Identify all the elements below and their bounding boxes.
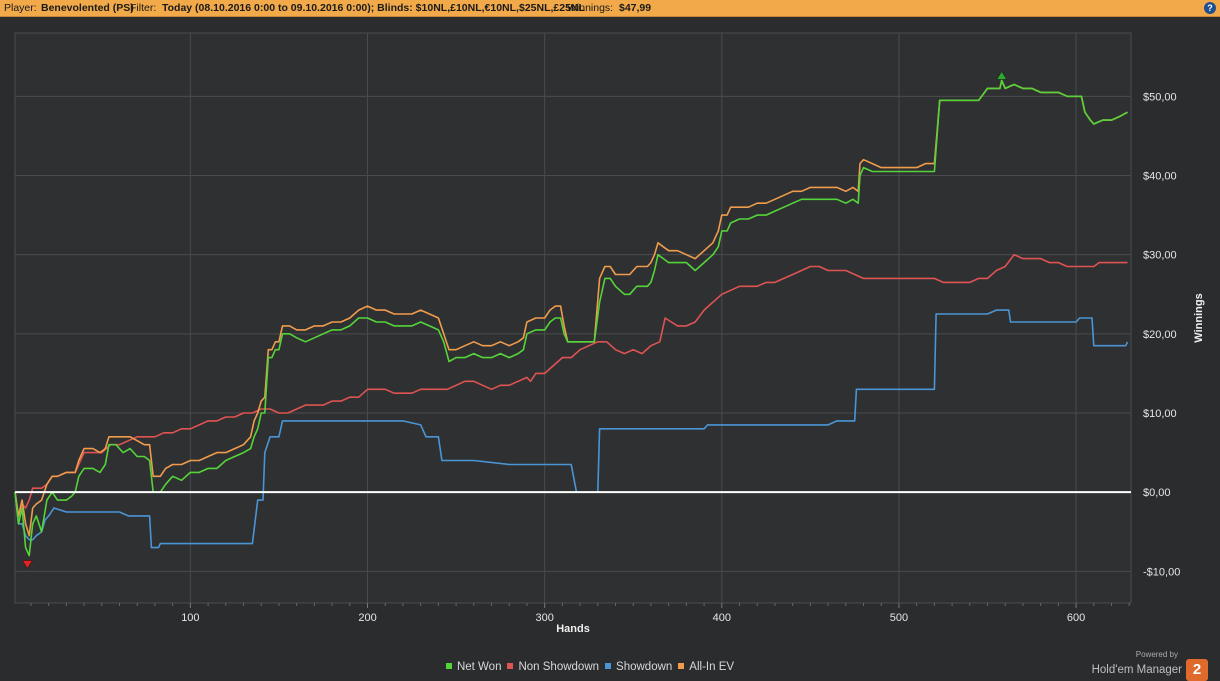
legend-label: Net Won: [456, 661, 502, 673]
filter-bar: Player: Benevolented (PS) Filter: Today …: [0, 0, 1220, 17]
x-tick-label: 300: [535, 612, 553, 624]
min-marker-icon: [21, 560, 33, 569]
y-tick-label: $10,00: [1143, 408, 1177, 420]
legend-item[interactable]: Showdown: [605, 661, 672, 673]
series-line-all-in-ev: [14, 79, 1128, 537]
legend-item[interactable]: Net Won: [445, 661, 502, 673]
brand-name: Hold'em Manager: [1091, 664, 1182, 676]
hm2-logo-icon: 2: [1186, 659, 1208, 681]
player-label: Player:: [4, 2, 37, 14]
x-tick-label: 200: [358, 612, 376, 624]
y-tick-label: $0,00: [1143, 487, 1171, 499]
legend-swatch-icon: [445, 662, 452, 669]
x-axis-title: Hands: [556, 623, 590, 635]
winnings-label: Winnings:: [567, 2, 614, 14]
legend-swatch-icon: [605, 662, 612, 669]
plot-area: [14, 32, 1132, 604]
x-tick-label: 600: [1067, 612, 1085, 624]
filter-value: Today (08.10.2016 0:00 to 09.10.2016 0:0…: [162, 2, 585, 14]
y-tick-label: $30,00: [1143, 250, 1177, 262]
legend-swatch-icon: [678, 662, 685, 669]
legend-item[interactable]: All-In EV: [678, 661, 734, 673]
x-tick-label: 400: [713, 612, 731, 624]
legend-label: All-In EV: [689, 661, 735, 673]
player-value: Benevolented (PS): [41, 2, 134, 14]
powered-by-text: Powered by: [1135, 650, 1178, 659]
legend-label: Showdown: [616, 661, 673, 673]
help-icon[interactable]: ?: [1204, 2, 1216, 14]
y-tick-label: $50,00: [1143, 91, 1177, 103]
series-line-non-showdown: [14, 253, 1128, 517]
legend-swatch-icon: [507, 662, 514, 669]
winnings-value: $47,99: [619, 2, 652, 14]
branding: Powered by Hold'em Manager 2: [1092, 650, 1208, 681]
chart-legend: Net Won Non Showdown Showdown All-In EV: [0, 661, 1180, 673]
series-line-showdown: [14, 309, 1129, 549]
y-tick-label: -$10,00: [1143, 566, 1180, 578]
legend-label: Non Showdown: [518, 661, 600, 673]
y-tick-label: $40,00: [1143, 171, 1177, 183]
x-tick-label: 500: [890, 612, 908, 624]
y-tick-label: $20,00: [1143, 329, 1177, 341]
x-tick-label: 100: [181, 612, 199, 624]
legend-item[interactable]: Non Showdown: [507, 661, 599, 673]
winnings-chart: -$10,00 $0,00 $10,00 $20,00 $30,00 $40,00 $50,…: [14, 32, 1205, 635]
y-axis-title: Winnings: [1193, 293, 1205, 342]
max-marker-icon: [996, 71, 1008, 80]
filter-label: Filter:: [130, 2, 157, 14]
